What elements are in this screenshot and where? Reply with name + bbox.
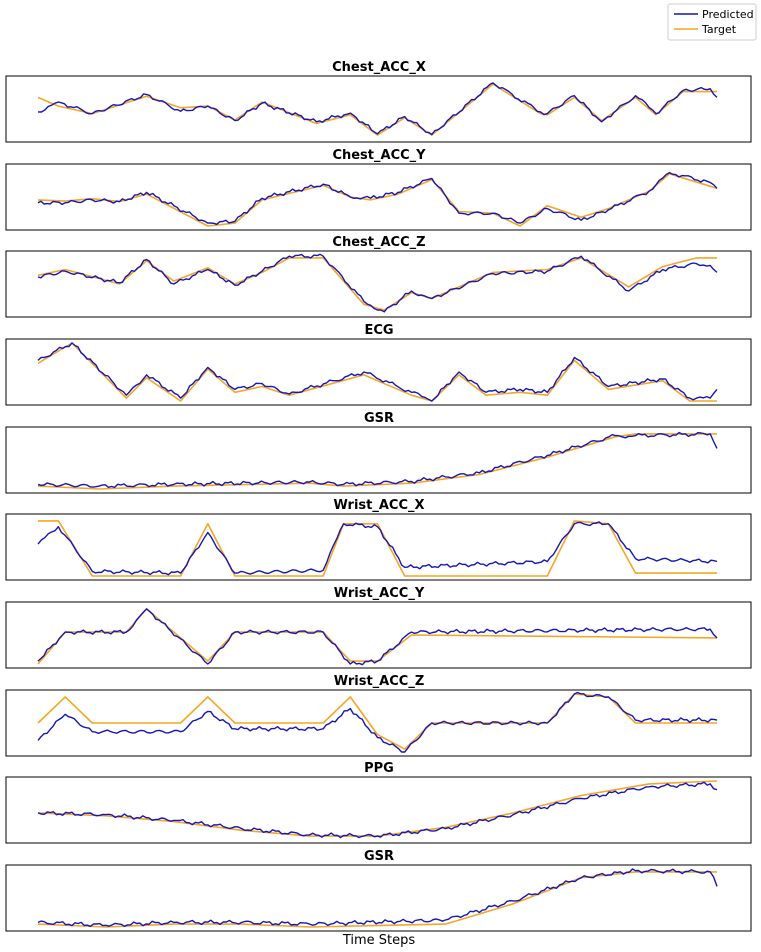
target-line [37,780,718,837]
legend-label-target: Target [701,23,737,36]
predicted-line [37,521,718,576]
panel-axes [5,689,752,757]
panel-axes [5,75,752,143]
panel-axes [5,250,752,318]
panel-title: Chest_ACC_Y [332,148,426,163]
panel-4: ECG [5,323,752,406]
panel-axes [5,776,752,844]
panel-axes [5,601,752,669]
panel-axes [5,864,752,932]
predicted-line [37,82,718,136]
panel-6: Wrist_ACC_X [5,498,752,581]
panel-title: Wrist_ACC_X [333,498,424,513]
target-line [37,342,717,402]
target-line [37,83,717,136]
legend-label-predicted: Predicted [702,8,754,21]
panel-1: Chest_ACC_X [5,60,752,143]
predicted-line [37,342,718,402]
panel-7: Wrist_ACC_Y [5,586,752,669]
panel-axes [5,513,752,581]
predicted-line [37,253,718,313]
panel-title: GSR [364,849,394,864]
panel-2: Chest_ACC_Y [5,148,752,231]
predicted-line [37,431,718,488]
panel-8: Wrist_ACC_Z [5,674,752,757]
panel-title: Chest_ACC_Z [332,235,425,250]
panel-title: Chest_ACC_X [332,60,426,75]
target-line [37,693,717,750]
panel-axes [5,426,752,494]
panel-axes [5,338,752,406]
predicted-line [37,868,718,927]
predicted-line [37,781,718,839]
legend: Predicted Target [667,3,757,41]
panel-10: GSR [5,849,752,932]
panel-axes [5,163,752,231]
panel-title: Wrist_ACC_Z [334,674,425,689]
panel-9: PPG [5,761,752,844]
target-line [38,520,717,577]
predicted-line [37,691,718,753]
x-axis-label: Time Steps [342,933,416,948]
target-line [37,871,717,928]
predicted-line [37,171,718,225]
panel-3: Chest_ACC_Z [5,235,752,318]
predicted-line [37,608,718,666]
panel-5: GSR [5,411,752,494]
panel-title: PPG [364,761,394,776]
panel-title: Wrist_ACC_Y [334,586,425,601]
legend-frame [667,3,757,41]
panel-title: ECG [364,323,393,338]
panel-title: GSR [364,411,394,426]
target-line [37,257,717,311]
target-line [37,173,718,227]
target-line [37,433,717,490]
